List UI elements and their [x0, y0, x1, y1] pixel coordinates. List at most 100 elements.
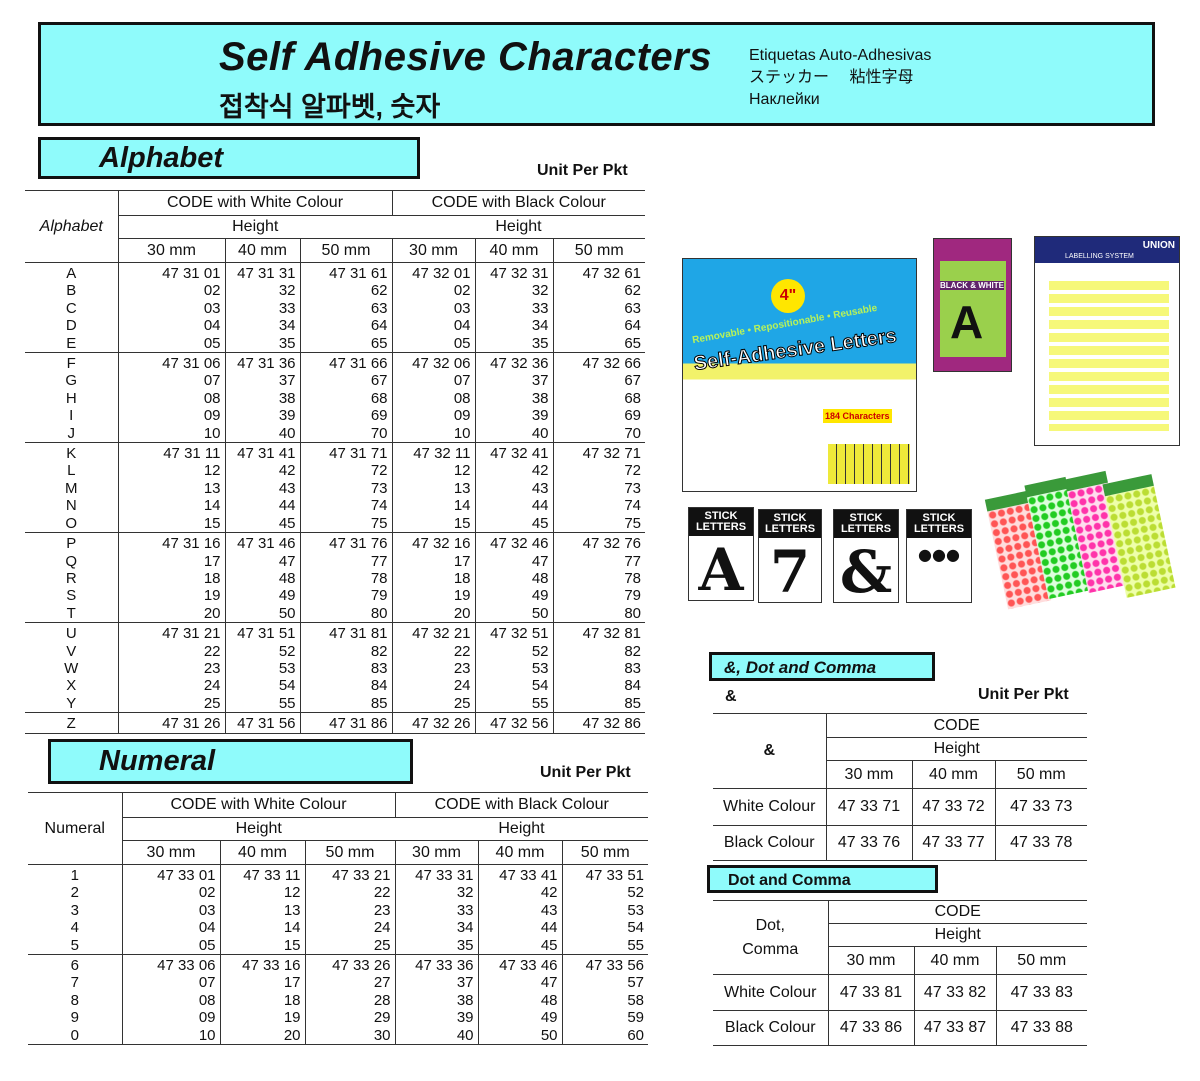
union-brand: UNION	[1035, 237, 1179, 263]
code-value: 28	[373, 991, 391, 1009]
code-value: 47 31 36	[237, 355, 296, 373]
code-value: 78	[370, 569, 388, 587]
code-value: 08	[203, 389, 221, 407]
stick-card-7: STICK LETTERS 7	[758, 509, 822, 606]
code-value: 35	[531, 334, 549, 352]
ampersand-section-title: &, Dot and Comma	[709, 652, 935, 681]
group-row: F G H I J 47 31 06 07 08 09 10 47 31 36 37 38 39 40 47 …	[25, 352, 645, 443]
code-value: 19	[203, 587, 221, 605]
code-value: 47 31 26	[162, 715, 221, 733]
code-value: 47 33 36	[415, 957, 474, 975]
black-colour-header: CODE with Black Colour	[394, 792, 648, 818]
code-value: 24	[373, 919, 391, 937]
card-header: STICK LETTERS	[834, 510, 898, 538]
code-value: 47 31 71	[329, 445, 388, 463]
code-value: 03	[453, 299, 471, 317]
letter-grid-icon	[1049, 281, 1169, 431]
code-value: 54	[278, 677, 296, 695]
code-value: 47 32 31	[490, 265, 549, 282]
code-value: 84	[370, 677, 388, 695]
row-label: U	[65, 625, 77, 643]
code-value: 29	[373, 1009, 391, 1027]
code-value: 47 31 46	[237, 535, 296, 553]
code-value: 65	[624, 334, 641, 352]
code-value: 77	[370, 552, 388, 570]
group-row: K L M N O 47 31 11 12 13 14 15 47 31 41 42 43 44 45 47 …	[25, 442, 645, 533]
code-value: 47 31 61	[329, 265, 388, 282]
code-value: 18	[283, 991, 301, 1009]
row-header: Alphabet	[25, 190, 118, 263]
numeral-section-title: Numeral	[48, 739, 413, 784]
code-cell: 47 31 16 17 18 19 20	[117, 532, 225, 623]
code-value: 34	[278, 317, 296, 335]
row-label: K	[66, 445, 77, 463]
code-value: 47 32 81	[582, 625, 641, 643]
code-cell: 47 31 46 47 48 49 50	[224, 532, 300, 623]
code-value: 37	[531, 372, 549, 390]
pack2-letter: A	[950, 296, 984, 348]
code-cell: 47 32 36 37 38 39 40	[474, 352, 553, 443]
code-value: 47 31 11	[163, 445, 221, 463]
code-value: 05	[198, 936, 216, 954]
row-label: D	[65, 317, 77, 335]
row-label: Q	[65, 552, 78, 570]
code-value: 47 32 11	[413, 445, 471, 463]
code-value: 47 32 06	[412, 355, 471, 373]
code-value: 02	[198, 884, 216, 902]
code-cell: 47 33 01 02 03 04 05	[121, 864, 220, 955]
code-value: 47 31 86	[329, 715, 388, 733]
code-value: 50	[278, 604, 296, 622]
code-cell: 47 32 46 47 48 49 50	[474, 532, 553, 623]
size-header: 40 mm	[913, 946, 996, 975]
code-value: 22	[373, 884, 391, 902]
code-value: 24	[453, 677, 471, 695]
code-value: 45	[531, 514, 549, 532]
card-header: STICK LETTERS	[907, 510, 971, 538]
row-label: 0	[70, 1026, 79, 1044]
alphabet-unit-label: Unit Per Pkt	[537, 162, 628, 179]
code-value: 47 32 56	[490, 715, 549, 733]
code-cell: 47 33 72	[911, 788, 995, 826]
size-header: 50 mm	[299, 238, 392, 263]
code-value: 47 32 51	[490, 625, 549, 643]
union-labelling-sheet: UNION LABELLING SYSTEM	[1034, 236, 1180, 446]
code-cell: 47 33 83	[995, 974, 1087, 1011]
code-value: 38	[456, 991, 474, 1009]
row-label: H	[65, 389, 77, 407]
code-value: 47 31 31	[237, 265, 296, 282]
code-value: 23	[373, 901, 391, 919]
code-value: 34	[456, 919, 474, 937]
code-value: 47 33 01	[157, 867, 216, 884]
code-value: 83	[624, 659, 641, 677]
row-label: O	[65, 514, 78, 532]
group-row: Z 47 31 26 47 31 56 47 31 86 47 32 26 47 32 5…	[25, 712, 645, 734]
group-row: P Q R S T 47 31 16 17 18 19 20 47 31 46 47 48 49 50 47 …	[25, 532, 645, 623]
size-header: 50 mm	[561, 840, 648, 865]
size-header: 40 mm	[474, 238, 553, 263]
size-header: 30 mm	[117, 238, 225, 263]
row-label: P	[66, 535, 77, 553]
code-value: 47 32 41	[490, 445, 549, 463]
code-cell: 47 32 26	[391, 712, 475, 734]
code-value: 47 32 16	[412, 535, 471, 553]
code-value: 60	[627, 1026, 644, 1044]
code-value: 47 31 21	[162, 625, 221, 643]
code-cell: 47 31 66 67 68 69 70	[299, 352, 392, 443]
code-cell: 47 32 06 07 08 09 10	[391, 352, 475, 443]
page-title: Self Adhesive Characters	[219, 35, 712, 79]
height-header: Height	[825, 737, 1087, 761]
korean-subtitle: 접착식 알파벳, 숫자	[219, 92, 441, 122]
code-value: 05	[453, 334, 471, 352]
code-value: 04	[203, 317, 221, 335]
code-value: 73	[370, 479, 388, 497]
size-header: 40 mm	[224, 238, 300, 263]
package-image-self-adhesive-letters: 4" Removable • Repositionable • Reusable…	[682, 258, 917, 492]
group-row: U V W X Y 47 31 21 22 23 24 25 47 31 51 52 53 54 55 47 …	[25, 622, 645, 713]
dotcomma-table: Dot, Comma CODE Height 30 mm 40 mm 50 mm Whi…	[713, 900, 1087, 1046]
code-cell: 47 32 81 82 83 84 85	[552, 622, 645, 713]
code-value: 09	[203, 407, 221, 425]
row-label: G	[65, 372, 78, 390]
code-value: 23	[453, 659, 471, 677]
